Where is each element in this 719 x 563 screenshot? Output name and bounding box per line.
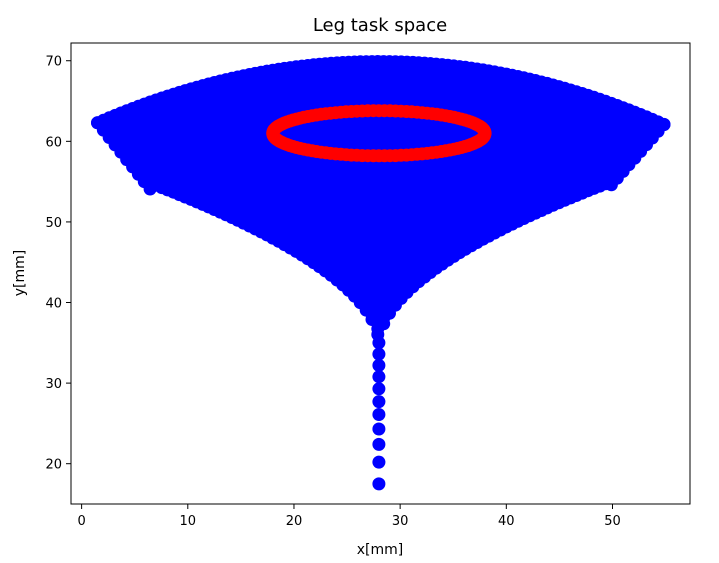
x-tick-label: 40 xyxy=(498,514,515,529)
y-tick-label: 50 xyxy=(45,216,62,231)
workspace-series xyxy=(91,55,671,491)
y-tick-label: 60 xyxy=(45,135,62,150)
x-tick-label: 20 xyxy=(286,514,303,529)
workspace-point xyxy=(372,455,386,469)
chart-title: Leg task space xyxy=(313,15,447,36)
plot-frame xyxy=(70,42,691,505)
workspace-point xyxy=(657,117,671,131)
y-tick-label: 70 xyxy=(45,55,62,70)
workspace-point xyxy=(372,347,386,361)
x-tick-label: 10 xyxy=(180,514,197,529)
x-tick-label: 50 xyxy=(604,514,621,529)
y-tick-label: 30 xyxy=(45,377,62,392)
x-axis: 0 10 20 30 40 50 xyxy=(77,504,621,529)
x-tick-label: 0 xyxy=(77,514,85,529)
plot-area xyxy=(91,55,671,491)
workspace-point xyxy=(372,382,386,396)
workspace-point xyxy=(372,336,386,350)
ellipse-series xyxy=(266,104,492,163)
workspace-point xyxy=(372,408,386,421)
x-tick-label: 30 xyxy=(392,514,409,529)
x-axis-label: x[mm] xyxy=(357,542,403,558)
ellipse-point xyxy=(478,127,492,141)
y-axis: 20 30 40 50 60 70 xyxy=(45,55,71,473)
workspace-point xyxy=(372,422,386,436)
workspace-point xyxy=(372,370,386,384)
workspace-point xyxy=(372,358,386,372)
y-tick-label: 20 xyxy=(45,458,62,473)
y-axis-label: y[mm] xyxy=(12,250,28,296)
workspace-point xyxy=(372,437,386,451)
y-tick-label: 40 xyxy=(45,297,62,312)
workspace-point xyxy=(372,477,386,491)
workspace-point xyxy=(372,395,386,409)
